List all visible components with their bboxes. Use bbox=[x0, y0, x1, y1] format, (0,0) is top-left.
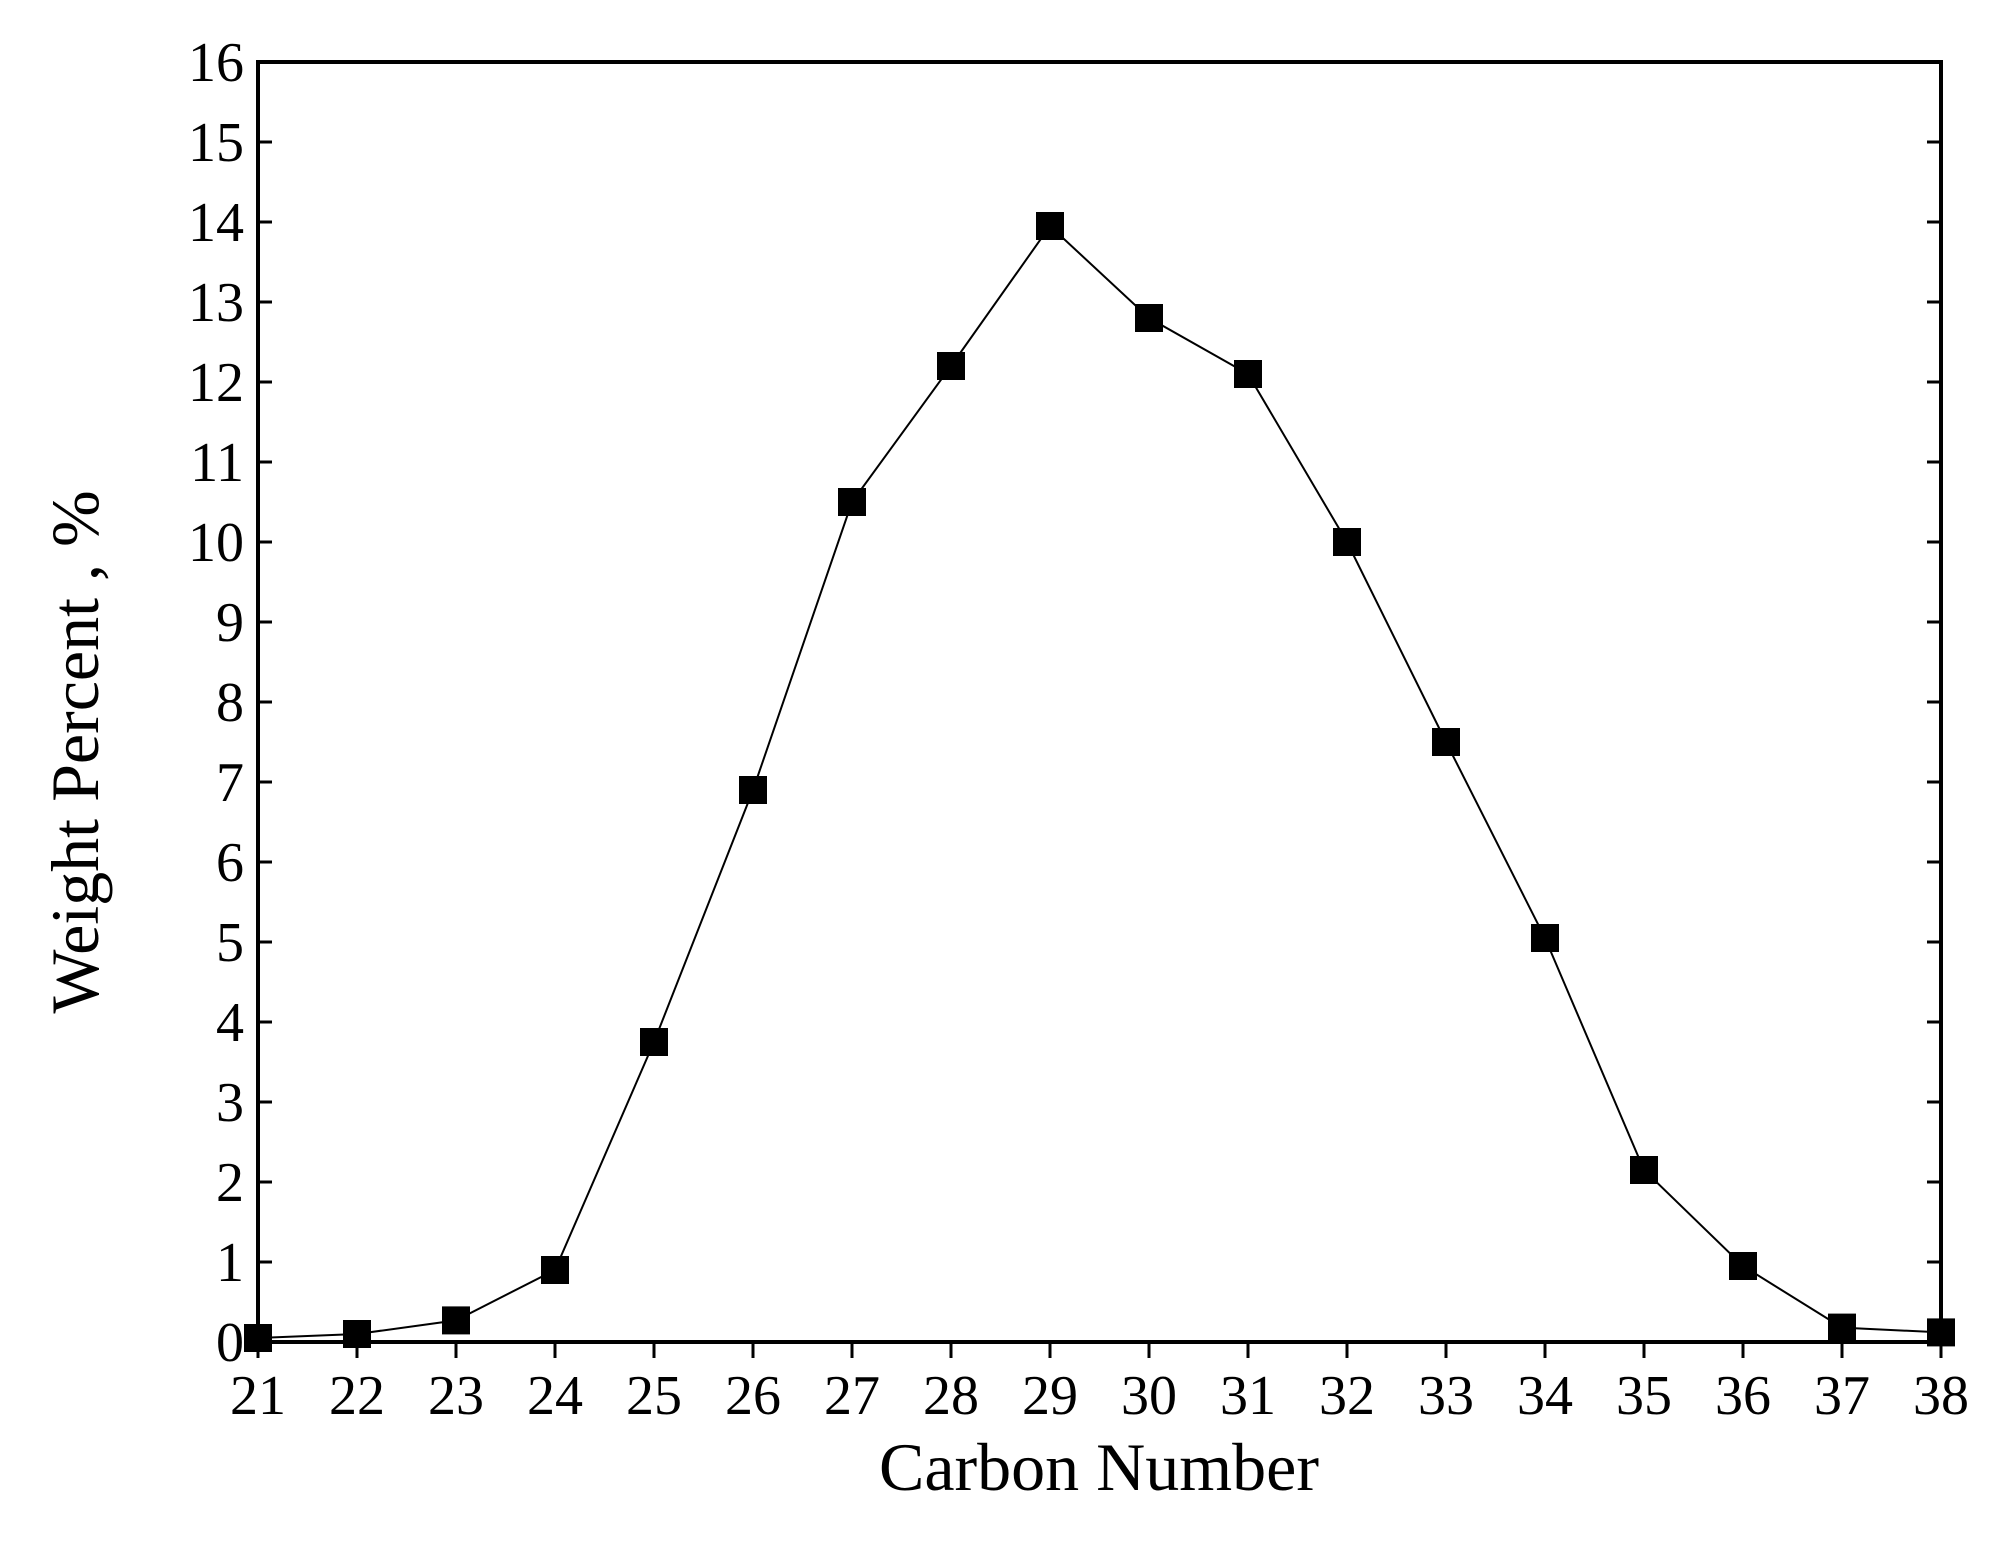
data-point bbox=[244, 1324, 272, 1352]
y-tick-label: 5 bbox=[216, 912, 244, 974]
x-tick-label: 35 bbox=[1616, 1365, 1672, 1427]
data-point bbox=[541, 1256, 569, 1284]
data-point bbox=[1333, 528, 1361, 556]
data-point bbox=[1828, 1313, 1856, 1342]
data-point bbox=[640, 1028, 668, 1056]
x-tick-label: 29 bbox=[1022, 1365, 1078, 1427]
y-tick-label: 6 bbox=[216, 832, 244, 894]
data-point bbox=[1432, 728, 1460, 756]
x-tick-label: 33 bbox=[1418, 1365, 1474, 1427]
data-point bbox=[1036, 212, 1064, 240]
x-tick-label: 37 bbox=[1814, 1365, 1870, 1427]
x-tick-label: 27 bbox=[824, 1365, 880, 1427]
y-tick-label: 13 bbox=[188, 272, 244, 334]
y-axis-title: Weight Percent , % bbox=[37, 490, 113, 1013]
y-tick-label: 1 bbox=[216, 1232, 244, 1294]
data-point bbox=[1531, 924, 1559, 952]
x-tick-label: 22 bbox=[329, 1365, 385, 1427]
x-tick-label: 25 bbox=[626, 1365, 682, 1427]
y-tick-label: 14 bbox=[188, 192, 244, 254]
x-tick-label: 23 bbox=[428, 1365, 484, 1427]
x-tick-label: 36 bbox=[1715, 1365, 1771, 1427]
y-tick-label: 10 bbox=[188, 512, 244, 574]
x-tick-label: 30 bbox=[1121, 1365, 1177, 1427]
y-tick-label: 11 bbox=[190, 432, 244, 494]
x-tick-label: 32 bbox=[1319, 1365, 1375, 1427]
y-tick-label: 2 bbox=[216, 1152, 244, 1214]
data-point bbox=[1729, 1252, 1757, 1280]
y-tick-label: 16 bbox=[188, 32, 244, 94]
x-tick-label: 21 bbox=[230, 1365, 286, 1427]
y-tick-label: 7 bbox=[216, 752, 244, 814]
data-point bbox=[1927, 1318, 1955, 1347]
y-tick-label: 8 bbox=[216, 672, 244, 734]
x-tick-label: 24 bbox=[527, 1365, 583, 1427]
data-point bbox=[1234, 360, 1262, 388]
data-point bbox=[442, 1306, 470, 1335]
data-point bbox=[838, 488, 866, 516]
y-tick-label: 15 bbox=[188, 112, 244, 174]
y-tick-label: 12 bbox=[188, 352, 244, 414]
y-tick-label: 3 bbox=[216, 1072, 244, 1134]
data-point bbox=[343, 1320, 371, 1348]
data-point bbox=[739, 776, 767, 804]
y-tick-label: 4 bbox=[216, 992, 244, 1054]
data-point bbox=[1135, 304, 1163, 332]
data-point bbox=[1630, 1156, 1658, 1184]
y-tick-label: 9 bbox=[216, 592, 244, 654]
x-tick-label: 38 bbox=[1913, 1365, 1969, 1427]
x-tick-label: 31 bbox=[1220, 1365, 1276, 1427]
y-tick-label: 0 bbox=[216, 1312, 244, 1374]
plot-frame bbox=[256, 60, 1943, 1344]
data-point bbox=[937, 352, 965, 380]
x-tick-label: 26 bbox=[725, 1365, 781, 1427]
x-axis-title: Carbon Number bbox=[879, 1429, 1319, 1505]
x-tick-label: 34 bbox=[1517, 1365, 1573, 1427]
data-line bbox=[257, 224, 1942, 1339]
x-tick-label: 28 bbox=[923, 1365, 979, 1427]
